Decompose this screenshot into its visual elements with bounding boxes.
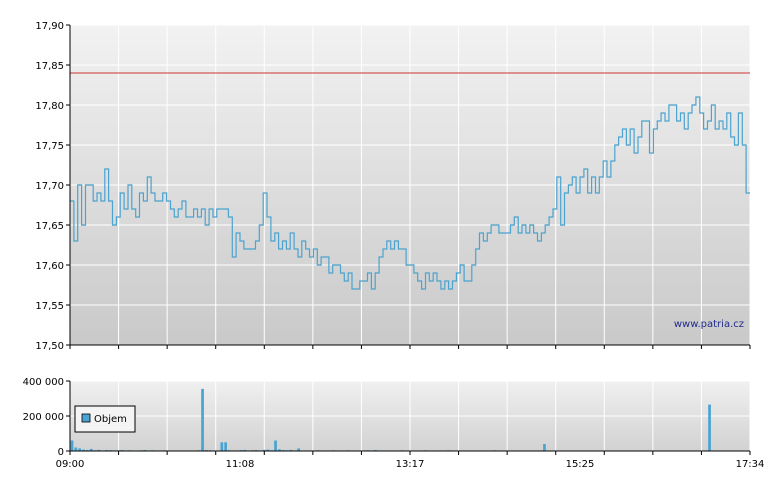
- volume-y-tick-label: 400 000: [23, 377, 64, 388]
- x-axis-tick-label: 09:00: [56, 459, 85, 470]
- price-y-tick-label: 17,60: [35, 261, 64, 272]
- volume-bar: [543, 444, 546, 451]
- price-y-tick-label: 17,80: [35, 101, 64, 112]
- volume-bar: [78, 448, 81, 451]
- legend-swatch: [81, 413, 91, 423]
- x-axis: 09:00 11:08 13:17 15:25 17:34: [56, 450, 765, 470]
- volume-bar: [274, 440, 277, 451]
- price-y-tick-label: 17,70: [35, 181, 64, 192]
- volume-bar: [262, 449, 266, 451]
- x-axis-tick-label: 15:25: [566, 459, 595, 470]
- volume-bar: [224, 442, 227, 452]
- x-axis-tick-label: 13:17: [396, 459, 425, 470]
- volume-bar: [278, 449, 281, 452]
- watermark-text: www.patria.cz: [674, 319, 744, 330]
- price-y-tick-label: 17,55: [35, 301, 64, 312]
- price-y-tick-label: 17,75: [35, 141, 64, 152]
- price-panel: 17,50 17,55 17,60 17,65 17,70 17,75 17,80 17,85…: [35, 21, 751, 352]
- x-axis-tick-label: 11:08: [226, 459, 255, 470]
- volume-bar: [97, 449, 101, 451]
- volume-bar: [74, 447, 78, 451]
- price-y-tick-label: 17,65: [35, 221, 64, 232]
- volume-bar: [266, 449, 270, 451]
- legend-box: [74, 405, 136, 433]
- volume-bar: [708, 404, 711, 451]
- legend-label-objem: Objem: [94, 414, 127, 425]
- volume-y-tick-label: 200 000: [23, 412, 64, 423]
- price-y-tick-label: 17,50: [35, 341, 64, 352]
- volume-y-tick-label: 0: [58, 447, 64, 458]
- volume-panel: 0 200 000 400 000 09:00 11:08 13:17 15:25 17:3…: [23, 377, 765, 470]
- volume-bar: [297, 448, 300, 451]
- price-x-axis-ticks: [69, 344, 751, 349]
- price-y-axis: 17,50 17,55 17,60 17,65 17,70 17,75 17,80 17,85…: [35, 21, 71, 352]
- volume-bar: [82, 449, 85, 451]
- price-series-line: [70, 96, 750, 290]
- volume-bar: [201, 388, 204, 451]
- volume-y-axis: 0 200 000 400 000: [23, 377, 71, 458]
- legend: Objem: [74, 405, 136, 433]
- volume-bar: [243, 449, 247, 451]
- volume-bar: [89, 448, 93, 451]
- price-y-tick-label: 17,85: [35, 61, 64, 72]
- volume-bar: [70, 440, 74, 451]
- volume-bar: [289, 449, 293, 451]
- volume-bar: [220, 442, 224, 452]
- price-y-tick-label: 17,90: [35, 21, 64, 32]
- x-axis-tick-label: 17:34: [736, 459, 765, 470]
